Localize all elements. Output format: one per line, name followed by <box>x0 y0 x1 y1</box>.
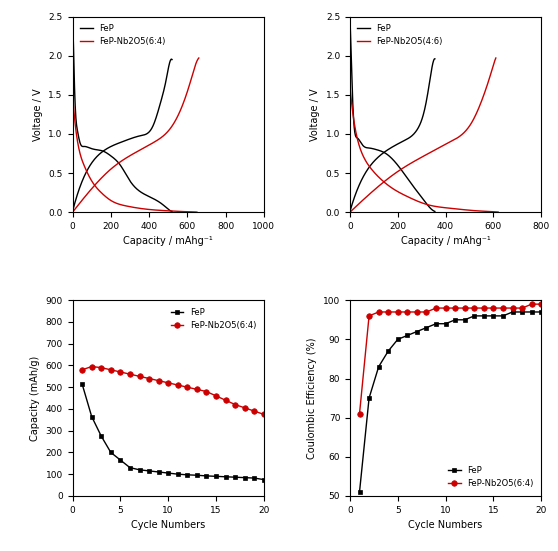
FeP <box>452 316 459 323</box>
X-axis label: Cycle Numbers: Cycle Numbers <box>131 520 205 530</box>
FeP <box>108 449 114 456</box>
FeP <box>117 457 124 463</box>
FeP <box>528 309 535 315</box>
FeP-Nb2O5(6:4) <box>242 404 248 411</box>
FeP <box>499 312 506 319</box>
X-axis label: Capacity / mAhg⁻¹: Capacity / mAhg⁻¹ <box>401 236 490 246</box>
FeP-Nb2O5(6:4) <box>413 309 420 315</box>
FeP <box>146 468 152 474</box>
FeP <box>404 332 411 339</box>
FeP-Nb2O5(6:4) <box>385 309 392 315</box>
FeP <box>538 309 545 315</box>
FeP-Nb2O5(6:4) <box>155 377 162 384</box>
FeP <box>413 328 420 335</box>
FeP <box>432 321 439 327</box>
FeP-Nb2O5(6:4) <box>108 366 114 373</box>
FeP-Nb2O5(6:4) <box>519 305 526 311</box>
FeP <box>194 472 200 479</box>
FeP <box>471 312 478 319</box>
FeP-Nb2O5(6:4) <box>365 312 372 319</box>
FeP <box>242 474 248 481</box>
FeP <box>79 381 85 387</box>
FeP <box>88 413 95 420</box>
Y-axis label: Voltage / V: Voltage / V <box>33 88 43 141</box>
FeP <box>261 476 267 483</box>
FeP-Nb2O5(6:4) <box>528 301 535 307</box>
FeP-Nb2O5(6:4) <box>203 388 210 395</box>
FeP-Nb2O5(6:4) <box>376 309 382 315</box>
FeP-Nb2O5(6:4) <box>88 363 95 370</box>
FeP-Nb2O5(6:4) <box>480 305 487 311</box>
Y-axis label: Capacity (mAh/g): Capacity (mAh/g) <box>30 355 40 441</box>
FeP <box>385 348 392 354</box>
FeP-Nb2O5(6:4) <box>222 397 229 403</box>
FeP <box>423 325 430 331</box>
FeP <box>395 336 401 343</box>
FeP-Nb2O5(6:4) <box>423 309 430 315</box>
FeP-Nb2O5(6:4) <box>251 408 258 414</box>
FeP <box>509 309 516 315</box>
FeP-Nb2O5(6:4) <box>490 305 497 311</box>
FeP <box>251 475 258 482</box>
Line: FeP-Nb2O5(6:4): FeP-Nb2O5(6:4) <box>79 364 267 417</box>
FeP <box>480 312 487 319</box>
Legend: FeP, FeP-Nb2O5(4:6): FeP, FeP-Nb2O5(4:6) <box>354 21 446 50</box>
FeP <box>519 309 526 315</box>
FeP-Nb2O5(6:4) <box>165 380 171 386</box>
FeP-Nb2O5(6:4) <box>136 373 143 380</box>
FeP <box>213 473 219 479</box>
X-axis label: Cycle Numbers: Cycle Numbers <box>408 520 483 530</box>
FeP <box>365 395 372 401</box>
FeP-Nb2O5(6:4) <box>184 384 191 391</box>
Legend: FeP, FeP-Nb2O5(6:4): FeP, FeP-Nb2O5(6:4) <box>167 304 259 333</box>
X-axis label: Capacity / mAhg⁻¹: Capacity / mAhg⁻¹ <box>123 236 213 246</box>
FeP <box>98 433 104 439</box>
Y-axis label: Voltage / V: Voltage / V <box>310 88 320 141</box>
FeP-Nb2O5(6:4) <box>499 305 506 311</box>
FeP <box>222 473 229 480</box>
FeP-Nb2O5(6:4) <box>127 371 133 377</box>
FeP <box>155 469 162 476</box>
FeP-Nb2O5(6:4) <box>232 401 238 408</box>
FeP-Nb2O5(6:4) <box>395 309 401 315</box>
FeP-Nb2O5(6:4) <box>356 410 363 417</box>
FeP <box>184 472 191 478</box>
Legend: FeP, FeP-Nb2O5(6:4): FeP, FeP-Nb2O5(6:4) <box>76 21 169 50</box>
FeP <box>165 470 171 477</box>
FeP <box>442 321 449 327</box>
FeP-Nb2O5(6:4) <box>509 305 516 311</box>
FeP <box>136 467 143 473</box>
Line: FeP-Nb2O5(6:4): FeP-Nb2O5(6:4) <box>357 301 544 417</box>
FeP <box>175 471 181 478</box>
FeP-Nb2O5(6:4) <box>461 305 468 311</box>
FeP-Nb2O5(6:4) <box>404 309 411 315</box>
FeP <box>490 312 497 319</box>
FeP <box>127 464 133 471</box>
Y-axis label: Coulombic Efficiency (%): Coulombic Efficiency (%) <box>307 337 318 459</box>
FeP-Nb2O5(6:4) <box>432 305 439 311</box>
FeP-Nb2O5(6:4) <box>213 393 219 399</box>
Line: FeP: FeP <box>357 310 543 494</box>
FeP-Nb2O5(6:4) <box>538 301 545 307</box>
FeP <box>232 474 238 480</box>
FeP-Nb2O5(6:4) <box>117 369 124 375</box>
Legend: FeP, FeP-Nb2O5(6:4): FeP, FeP-Nb2O5(6:4) <box>445 463 537 491</box>
FeP <box>376 364 382 370</box>
FeP-Nb2O5(6:4) <box>175 382 181 388</box>
Line: FeP: FeP <box>80 381 266 482</box>
FeP-Nb2O5(6:4) <box>452 305 459 311</box>
FeP-Nb2O5(6:4) <box>146 375 152 382</box>
FeP-Nb2O5(6:4) <box>194 386 200 393</box>
FeP-Nb2O5(6:4) <box>98 364 104 371</box>
FeP <box>461 316 468 323</box>
FeP <box>203 473 210 479</box>
FeP-Nb2O5(6:4) <box>442 305 449 311</box>
FeP-Nb2O5(6:4) <box>79 366 85 373</box>
FeP <box>356 489 363 495</box>
FeP-Nb2O5(6:4) <box>471 305 478 311</box>
FeP-Nb2O5(6:4) <box>261 411 267 418</box>
